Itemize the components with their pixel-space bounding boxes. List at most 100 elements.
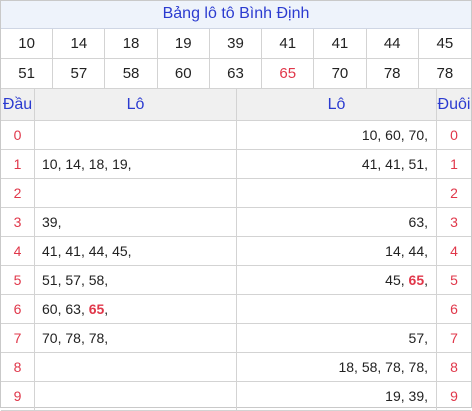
number-cell: 78 xyxy=(366,59,419,89)
lo-number: 45 xyxy=(112,243,128,259)
lo-number: 70 xyxy=(408,127,425,143)
number-cell: 58 xyxy=(105,59,158,89)
board-title: Bảng lô tô Bình Định xyxy=(1,1,471,29)
number-cell: 70 xyxy=(314,59,367,89)
lo-number: 41 xyxy=(361,156,378,172)
row-lo-left: 60, 63, 65, xyxy=(35,295,237,324)
number-cell: 19 xyxy=(157,29,210,59)
row-lo-left: 51, 57, 58, xyxy=(35,266,237,295)
lo-number: 14 xyxy=(65,156,81,172)
lo-number: 10 xyxy=(42,156,58,172)
number-cell: 63 xyxy=(209,59,263,89)
row-dau-digit: 1 xyxy=(1,150,35,179)
row-lo-right xyxy=(237,295,437,324)
header-lo-left: Lô xyxy=(35,89,237,121)
loto-table: Đầu Lô Lô Đuôi 0 10, 60, 70, 0 1 10, 14, 18,… xyxy=(1,89,471,411)
lo-number: 65 xyxy=(408,272,425,288)
lo-number: 19 xyxy=(112,156,128,172)
row-lo-left: 70, 78, 78, xyxy=(35,324,237,353)
row-duoi-digit: 3 xyxy=(437,208,471,237)
lo-number: 10 xyxy=(361,127,378,143)
row-duoi-digit: 6 xyxy=(437,295,471,324)
row-dau-digit: 8 xyxy=(1,353,35,382)
results-numbers-grid: 10 14 18 19 39 41 41 44 45 51 57 58 60 63 65 70 78 78 xyxy=(1,29,471,89)
number-cell: 44 xyxy=(366,29,419,59)
number-cell: 18 xyxy=(105,29,158,59)
lo-number: 60 xyxy=(42,301,58,317)
lo-number: 44 xyxy=(88,243,105,259)
lo-number: 63 xyxy=(408,214,425,230)
row-lo-left xyxy=(35,179,237,208)
lo-number: 60 xyxy=(385,127,401,143)
lo-number: 41 xyxy=(42,243,58,259)
row-lo-left: 39, xyxy=(35,208,237,237)
row-dau-digit: 5 xyxy=(1,266,35,295)
lo-number: 45 xyxy=(385,272,401,288)
row-duoi-digit: 8 xyxy=(437,353,471,382)
row-duoi-digit: 1 xyxy=(437,150,471,179)
lo-number: 58 xyxy=(88,272,105,288)
lo-number: 57 xyxy=(408,330,425,346)
row-duoi-digit: 0 xyxy=(437,121,471,150)
row-lo-left xyxy=(35,382,237,411)
lo-number: 78 xyxy=(408,359,425,375)
lo-number: 18 xyxy=(88,156,105,172)
row-lo-right: 45, 65, xyxy=(237,266,437,295)
row-duoi-digit: 9 xyxy=(437,382,471,411)
row-lo-right: 57, xyxy=(237,324,437,353)
row-lo-left: 10, 14, 18, 19, xyxy=(35,150,237,179)
lo-number: 65 xyxy=(88,301,105,317)
lo-number: 51 xyxy=(42,272,58,288)
row-duoi-digit: 7 xyxy=(437,324,471,353)
number-cell: 45 xyxy=(418,29,471,59)
lo-number: 58 xyxy=(361,359,378,375)
lo-number: 78 xyxy=(65,330,81,346)
lo-number: 41 xyxy=(65,243,81,259)
number-cell: 14 xyxy=(53,29,106,59)
number-cell: 10 xyxy=(1,29,54,59)
row-duoi-digit: 2 xyxy=(437,179,471,208)
number-cell: 78 xyxy=(418,59,471,89)
lo-number: 78 xyxy=(385,359,401,375)
row-lo-right: 10, 60, 70, xyxy=(237,121,437,150)
row-duoi-digit: 4 xyxy=(437,237,471,266)
lo-number: 78 xyxy=(88,330,105,346)
header-dau: Đầu xyxy=(1,89,35,121)
lo-number: 14 xyxy=(385,243,401,259)
row-duoi-digit: 5 xyxy=(437,266,471,295)
number-cell: 60 xyxy=(157,59,210,89)
row-dau-digit: 3 xyxy=(1,208,35,237)
number-cell: 41 xyxy=(262,29,315,59)
lo-number: 19 xyxy=(385,388,401,404)
lo-number: 41 xyxy=(385,156,401,172)
row-lo-right xyxy=(237,179,437,208)
row-lo-right: 63, xyxy=(237,208,437,237)
row-dau-digit: 7 xyxy=(1,324,35,353)
lo-number: 63 xyxy=(65,301,81,317)
lo-number: 39 xyxy=(42,214,58,230)
row-lo-right: 41, 41, 51, xyxy=(237,150,437,179)
row-lo-right: 14, 44, xyxy=(237,237,437,266)
lo-number: 51 xyxy=(408,156,425,172)
row-lo-left xyxy=(35,353,237,382)
row-lo-right: 19, 39, xyxy=(237,382,437,411)
lo-number: 39 xyxy=(408,388,425,404)
number-cell: 41 xyxy=(314,29,367,59)
number-cell: 51 xyxy=(1,59,54,89)
lo-number: 70 xyxy=(42,330,58,346)
lo-number: 18 xyxy=(338,359,355,375)
lo-number: 44 xyxy=(408,243,425,259)
row-dau-digit: 0 xyxy=(1,121,35,150)
header-lo-right: Lô xyxy=(237,89,437,121)
row-dau-digit: 2 xyxy=(1,179,35,208)
row-lo-right: 18, 58, 78, 78, xyxy=(237,353,437,382)
row-dau-digit: 4 xyxy=(1,237,35,266)
row-lo-left: 41, 41, 44, 45, xyxy=(35,237,237,266)
number-cell: 65 xyxy=(262,59,315,89)
lo-number: 57 xyxy=(65,272,81,288)
row-dau-digit: 6 xyxy=(1,295,35,324)
row-lo-left xyxy=(35,121,237,150)
header-duoi: Đuôi xyxy=(437,89,471,121)
row-dau-digit: 9 xyxy=(1,382,35,411)
